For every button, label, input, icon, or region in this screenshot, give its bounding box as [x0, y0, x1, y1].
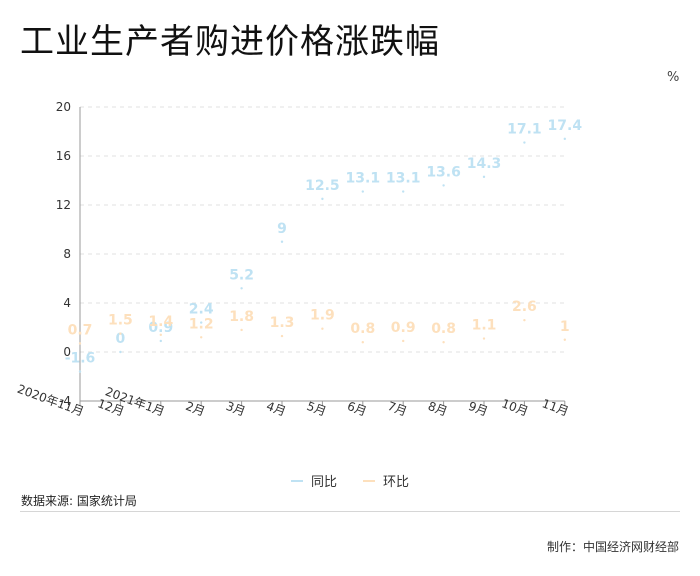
yoy-point: [563, 137, 566, 141]
mom-data-label: 1.1: [472, 318, 497, 334]
yoy-data-label: 13.1: [386, 171, 421, 187]
unit-label: %: [667, 70, 680, 85]
yoy-data-label: 9: [277, 221, 287, 237]
mom-data-label: 1.8: [229, 309, 254, 325]
data-source-note: 数据来源: 国家统计局: [21, 494, 137, 508]
yoy-point: [361, 190, 364, 193]
yoy-data-label: 14.3: [467, 156, 502, 172]
yoy-point: [78, 370, 82, 373]
yoy-data-label: 2.4: [189, 302, 214, 318]
mom-point: [523, 318, 526, 322]
mom-point: [78, 342, 82, 345]
y-tick-label: 20: [56, 100, 71, 114]
mom-point: [200, 336, 203, 339]
yoy-point: [200, 321, 203, 324]
legend-label-mom: 环比: [383, 475, 410, 490]
x-tick-label: 8月: [426, 399, 449, 419]
x-tick-label: 4月: [265, 399, 288, 419]
yoy-data-label: 17.1: [507, 122, 542, 138]
legend-label-yoy: 同比: [310, 475, 337, 490]
mom-point: [240, 328, 243, 332]
yoy-point: [240, 287, 243, 290]
legend-item-mom[interactable]: 环比: [363, 471, 409, 490]
yoy-data-label: 0: [116, 331, 126, 347]
mom-data-label: 2.6: [512, 299, 537, 315]
x-tick-label: 9月: [467, 399, 490, 419]
yoy-point: [119, 350, 122, 354]
mom-point: [482, 337, 486, 340]
x-tick-label: 3月: [224, 399, 247, 419]
mom-point: [159, 333, 162, 337]
mom-data-label: 1.4: [148, 314, 173, 330]
mom-data-label: 0.8: [350, 321, 375, 337]
mom-data-label: 0.7: [68, 322, 93, 338]
y-tick-label: -4: [59, 394, 71, 408]
legend-swatch-yoy: [290, 479, 303, 482]
legend-swatch-mom: [363, 479, 375, 482]
yoy-point: [321, 197, 324, 201]
x-tick-label: 2020年11月: [15, 382, 85, 419]
yoy-point: [523, 141, 526, 144]
x-tick-label: 11月: [540, 396, 570, 418]
mom-data-label: 1.9: [310, 308, 335, 324]
mom-point: [402, 339, 405, 343]
yoy-data-label: 13.6: [426, 164, 461, 180]
mom-point: [361, 341, 364, 344]
y-tick-label: 4: [63, 296, 71, 310]
mom-point: [119, 332, 122, 335]
x-tick-label: 6月: [345, 399, 368, 419]
mom-data-label: 1: [560, 319, 570, 335]
yoy-data-label: 17.4: [548, 118, 583, 134]
yoy-data-label: 5.2: [229, 267, 254, 283]
chart-title: 工业生产者购进价格涨跌幅: [20, 22, 440, 62]
x-tick-label: 5月: [305, 399, 328, 419]
mom-data-label: 0.9: [391, 320, 416, 336]
yoy-data-label: -1.6: [65, 351, 96, 367]
mom-data-label: 1.3: [270, 315, 295, 331]
yoy-data-label: 13.1: [346, 171, 381, 187]
yoy-point: [159, 339, 162, 343]
yoy-point: [442, 184, 445, 187]
y-tick-label: 8: [63, 247, 71, 261]
y-tick-label: 0: [63, 345, 71, 359]
yoy-data-label: 0.9: [148, 320, 173, 336]
yoy-point: [280, 240, 284, 243]
mom-point: [563, 338, 566, 341]
mom-data-label: 1.2: [189, 316, 214, 332]
mom-point: [442, 341, 445, 344]
mom-data-label: 0.8: [431, 321, 456, 337]
x-tick-label: 7月: [386, 399, 409, 419]
chart-legend: 同比 环比: [0, 471, 700, 490]
credit-note: 制作：中国经济网财经部: [546, 540, 679, 554]
mom-data-label: 1.5: [108, 313, 133, 329]
footer-divider: [20, 511, 680, 512]
yoy-point: [402, 190, 405, 193]
y-tick-label: 12: [56, 198, 71, 212]
x-tick-label: 10月: [500, 396, 530, 418]
mom-point: [280, 334, 284, 338]
yoy-data-label: 12.5: [305, 178, 340, 194]
x-tick-label: 2月: [184, 399, 207, 419]
yoy-point: [482, 175, 486, 179]
legend-item-yoy[interactable]: 同比: [290, 471, 337, 490]
y-tick-label: 16: [56, 149, 71, 163]
mom-point: [321, 327, 324, 330]
